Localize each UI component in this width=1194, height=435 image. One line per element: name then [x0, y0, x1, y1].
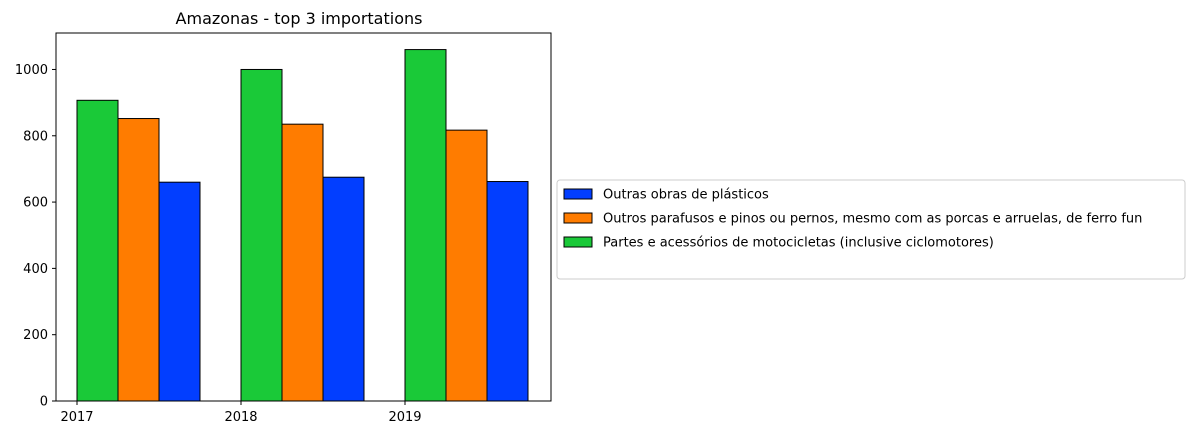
legend-swatch	[563, 236, 593, 248]
bar	[322, 176, 365, 402]
x-tick-label: 2018	[224, 410, 257, 425]
y-tick-label: 1000	[15, 63, 48, 78]
chart-title: Amazonas - top 3 importations	[176, 9, 423, 28]
bar	[117, 118, 160, 402]
legend-frame	[556, 179, 1186, 280]
plot-frame	[55, 32, 552, 402]
legend: Outras obras de plásticos Outros parafuso…	[556, 179, 1186, 280]
legend-swatch	[563, 188, 593, 200]
bar	[486, 181, 529, 402]
y-tick-label: 600	[23, 196, 48, 211]
y-tick-label: 400	[23, 262, 48, 277]
bar	[76, 99, 119, 402]
bars	[76, 49, 529, 402]
x-tick-label: 2017	[60, 410, 93, 425]
x-tick-label: 2019	[388, 410, 421, 425]
bar	[240, 68, 283, 402]
bar	[404, 49, 447, 402]
legend-swatch	[563, 212, 593, 224]
x-axis: 2017 2018 2019	[60, 401, 422, 425]
y-axis: 0 200 400 600 800 1000	[15, 63, 56, 410]
legend-label: Outras obras de plásticos	[603, 188, 769, 203]
bar	[158, 181, 201, 402]
y-tick-label: 0	[40, 395, 48, 410]
y-tick-label: 800	[23, 129, 48, 144]
legend-label: Partes e acessórios de motocicletas (inc…	[603, 236, 994, 251]
bar	[445, 129, 488, 402]
y-tick-label: 200	[23, 328, 48, 343]
bar	[281, 123, 324, 402]
legend-label: Outros parafusos e pinos ou pernos, mesm…	[603, 212, 1142, 227]
